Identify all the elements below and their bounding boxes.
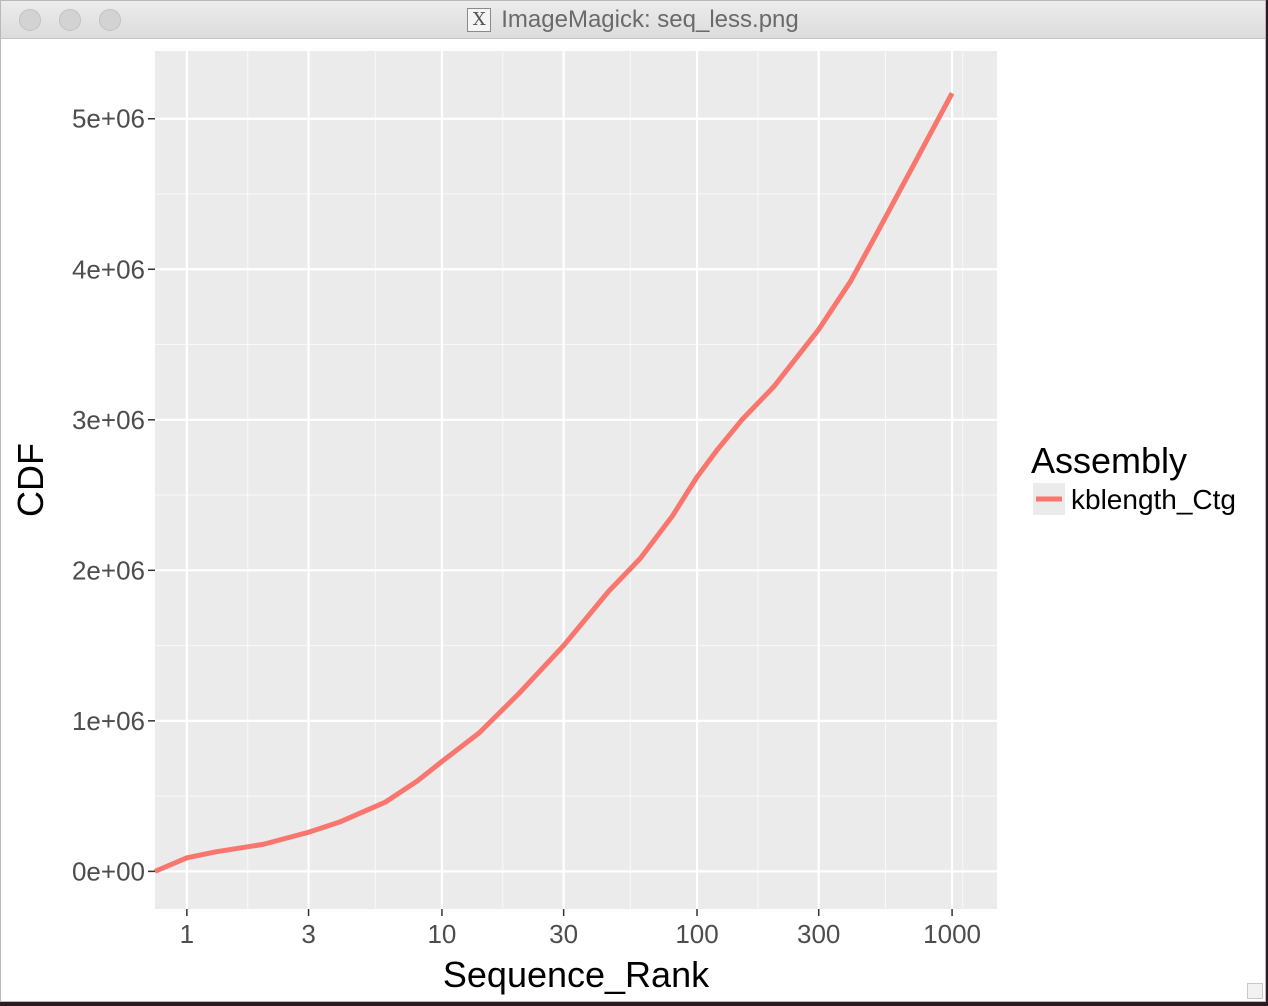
x-axis: 1 3 10 30 100 300 1000 bbox=[180, 909, 981, 949]
x-axis-label: Sequence_Rank bbox=[443, 954, 710, 995]
zoom-window-button[interactable] bbox=[99, 9, 121, 31]
plot-panel bbox=[155, 51, 997, 909]
y-axis-label: CDF bbox=[10, 443, 51, 517]
legend-title: Assembly bbox=[1031, 440, 1187, 481]
major-gridlines bbox=[155, 51, 997, 909]
y-tick-label: 5e+06 bbox=[72, 104, 145, 134]
close-window-button[interactable] bbox=[19, 9, 41, 31]
y-axis: 0e+00 1e+06 2e+06 3e+06 4e+06 5e+06 bbox=[72, 104, 155, 886]
x-tick-label: 3 bbox=[301, 919, 315, 949]
x-tick-label: 100 bbox=[675, 919, 718, 949]
minor-gridlines bbox=[155, 51, 997, 909]
title-bar[interactable]: X ImageMagick: seq_less.png bbox=[1, 1, 1265, 39]
y-tick-label: 2e+06 bbox=[72, 555, 145, 585]
x11-icon: X bbox=[467, 8, 492, 32]
legend: Assembly kblength_Ctg bbox=[1031, 440, 1236, 515]
series-layer bbox=[154, 91, 955, 874]
resize-grip[interactable] bbox=[1247, 983, 1263, 999]
y-tick-label: 4e+06 bbox=[72, 254, 145, 284]
minimize-window-button[interactable] bbox=[59, 9, 81, 31]
legend-entry-label: kblength_Ctg bbox=[1071, 484, 1236, 515]
y-tick-label: 3e+06 bbox=[72, 405, 145, 435]
y-tick-label: 0e+00 bbox=[72, 856, 145, 886]
series-line-kblength-ctg bbox=[154, 91, 955, 874]
x-tick-label: 10 bbox=[427, 919, 456, 949]
y-tick-label: 1e+06 bbox=[72, 706, 145, 736]
x-tick-label: 1000 bbox=[923, 919, 981, 949]
x-tick-label: 30 bbox=[549, 919, 578, 949]
title-group: X ImageMagick: seq_less.png bbox=[1, 1, 1265, 39]
cdf-line-chart: 1 3 10 30 100 300 1000 0e+00 1e+06 2e+06 3e+06 4e+… bbox=[10, 51, 1236, 995]
x-tick-label: 1 bbox=[180, 919, 194, 949]
x-tick-label: 300 bbox=[797, 919, 840, 949]
window-title: ImageMagick: seq_less.png bbox=[501, 6, 799, 33]
